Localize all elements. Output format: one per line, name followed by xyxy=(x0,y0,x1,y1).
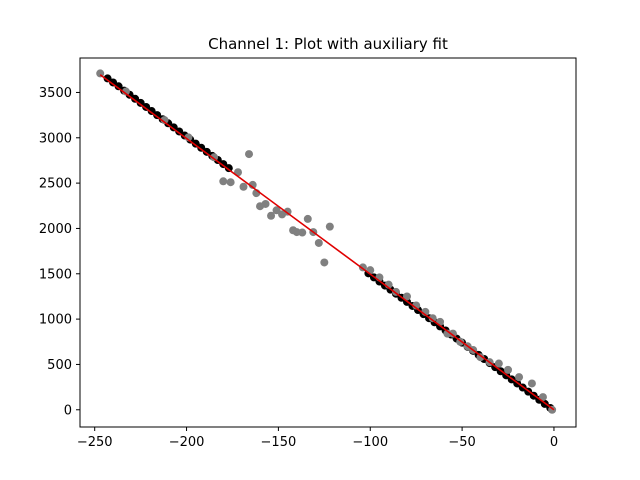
fit-line xyxy=(99,74,555,411)
data-point-s0-6 xyxy=(136,98,145,107)
y-tick-label: 2000 xyxy=(39,222,72,237)
data-point-s0-9 xyxy=(153,111,162,120)
data-point-s1-25 xyxy=(325,222,334,231)
data-point-s0-21 xyxy=(219,160,228,169)
data-point-s0-22 xyxy=(224,164,233,173)
axes-layer: −250 −200 −150 −100 −50 0 0 500 1000 1500 2000 2500… xyxy=(39,86,558,450)
data-point-s0-18 xyxy=(202,147,211,156)
data-point-s1-20 xyxy=(298,228,307,237)
data-point-s0-17 xyxy=(197,143,206,152)
data-point-s0-7 xyxy=(142,102,151,111)
data-point-s0-13 xyxy=(175,127,184,136)
data-point-s0-16 xyxy=(191,139,200,148)
data-point-s1-8 xyxy=(239,182,248,191)
data-point-s1-10 xyxy=(248,180,257,189)
y-tick-label: 1000 xyxy=(39,313,72,328)
data-point-s1-4 xyxy=(210,153,219,162)
x-tick-label: −100 xyxy=(352,435,388,450)
y-tick-label: 1500 xyxy=(39,267,72,282)
plot-frame xyxy=(79,57,577,428)
data-point-s0-5 xyxy=(131,94,140,103)
data-point-s1-44 xyxy=(504,365,513,374)
data-point-s1-45 xyxy=(515,373,524,382)
y-tick-label: 3500 xyxy=(39,86,72,101)
y-tick-label: 500 xyxy=(47,358,72,373)
data-point-s1-6 xyxy=(226,178,235,187)
data-point-s1-21 xyxy=(303,214,312,223)
x-tick-label: 0 xyxy=(550,435,558,450)
data-point-s1-24 xyxy=(320,258,329,267)
marks-layer xyxy=(96,69,557,414)
data-point-s0-8 xyxy=(147,107,156,116)
x-tick-label: −150 xyxy=(261,435,297,450)
data-point-s1-23 xyxy=(314,238,323,247)
data-point-s1-13 xyxy=(261,199,270,208)
data-point-s1-41 xyxy=(476,353,485,362)
x-tick-label: −50 xyxy=(448,435,475,450)
data-point-s0-2 xyxy=(114,82,123,91)
data-point-s1-15 xyxy=(272,206,281,215)
data-point-s1-14 xyxy=(267,211,276,220)
data-point-s0-12 xyxy=(169,123,178,132)
data-point-s1-31 xyxy=(402,292,411,301)
data-point-s1-37 xyxy=(448,329,457,338)
data-point-s1-46 xyxy=(527,379,536,388)
data-point-s1-43 xyxy=(494,359,503,368)
data-point-s1-9 xyxy=(245,150,254,159)
data-point-s1-5 xyxy=(219,177,228,186)
data-point-s1-47 xyxy=(538,393,547,402)
x-tick-label: −200 xyxy=(169,435,205,450)
data-point-s1-35 xyxy=(436,317,445,326)
y-tick-label: 2500 xyxy=(39,177,72,192)
y-tick-label: 3000 xyxy=(39,131,72,146)
data-point-s0-0 xyxy=(103,74,112,83)
y-tick-label: 0 xyxy=(64,403,72,418)
chart-title: Channel 1: Plot with auxiliary fit xyxy=(208,35,448,53)
x-tick-label: −250 xyxy=(77,435,113,450)
data-point-s1-1 xyxy=(121,87,130,96)
data-point-s1-34 xyxy=(428,314,437,323)
data-point-s1-2 xyxy=(160,116,169,125)
